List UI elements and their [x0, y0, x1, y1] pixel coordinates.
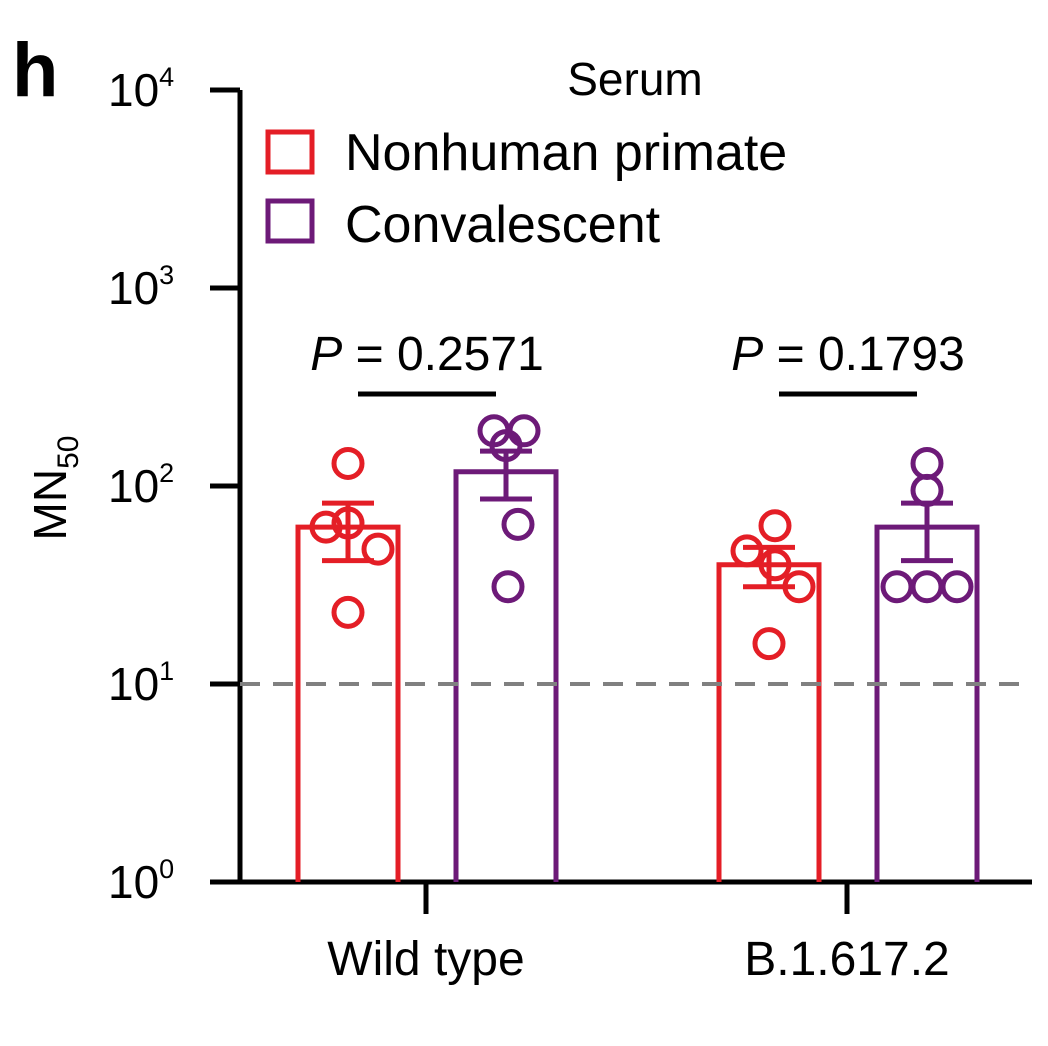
- point-s1-c1-4: [940, 570, 974, 604]
- y-tick-label-2: 102: [108, 458, 174, 512]
- point-s0-c1-4: [752, 627, 786, 661]
- point-s1-c1-0: [910, 446, 944, 480]
- point-s0-c0-2: [309, 510, 343, 544]
- y-tick-label-0: 100: [108, 854, 174, 908]
- y-tick-exponent-3: 3: [159, 260, 174, 290]
- data-points: [309, 414, 974, 661]
- point-s0-c1-0: [758, 509, 792, 543]
- legend: Serum Nonhuman primate Convalescent: [265, 53, 787, 254]
- point-s1-c1-2: [880, 570, 914, 604]
- y-tick-label-4: 104: [108, 62, 174, 116]
- y-label-sub: 50: [52, 436, 85, 469]
- legend-label-nhp: Nonhuman primate: [345, 124, 787, 182]
- point-s0-c1-2: [758, 548, 792, 582]
- legend-swatch-nhp: [265, 129, 315, 175]
- y-tick-label-3: 103: [108, 260, 174, 314]
- bar-s0-c0: [295, 524, 401, 882]
- bar-s0-c1: [716, 562, 822, 882]
- point-s0-c0-0: [331, 446, 365, 480]
- point-s0-c0-4: [331, 595, 365, 629]
- point-s0-c0-1: [331, 506, 365, 540]
- comparison-p-text-0: = 0.2571: [342, 328, 544, 381]
- point-s1-c0-3: [501, 507, 535, 541]
- y-label-main: MN: [24, 469, 76, 541]
- comparisons: P = 0.2571 P = 0.1793: [310, 328, 965, 397]
- point-s1-c1-1: [910, 473, 944, 507]
- bars: [295, 469, 980, 882]
- y-axis-label: MN50: [24, 436, 85, 541]
- point-s1-c0-2: [489, 429, 523, 463]
- legend-label-conv: Convalescent: [345, 196, 661, 254]
- comparison-p-symbol-1: P: [731, 328, 763, 381]
- point-s0-c0-3: [361, 532, 395, 566]
- point-s0-c1-3: [782, 570, 816, 604]
- comparison-p-symbol-0: P: [310, 328, 342, 381]
- x-axis: Wild type B.1.617.2: [237, 879, 1032, 986]
- legend-title: Serum: [567, 53, 702, 105]
- y-tick-exponent-1: 1: [159, 656, 174, 686]
- error-bars: [322, 448, 953, 590]
- point-s1-c0-4: [491, 570, 525, 604]
- panel-label: h: [12, 28, 58, 113]
- comparison-p-text-1: = 0.1793: [763, 328, 965, 381]
- bar-s1-c1: [874, 524, 980, 882]
- point-s0-c1-1: [730, 534, 764, 568]
- x-tick-label-0: Wild type: [327, 933, 524, 986]
- y-tick-label-1: 101: [108, 656, 174, 710]
- y-tick-exponent-4: 4: [159, 62, 174, 92]
- legend-swatch-conv: [265, 198, 315, 244]
- y-tick-exponent-0: 0: [159, 854, 174, 884]
- comparison-pvalue-1: P = 0.1793: [731, 328, 965, 381]
- point-s1-c1-3: [910, 570, 944, 604]
- comparison-pvalue-0: P = 0.2571: [310, 328, 544, 381]
- x-tick-label-1: B.1.617.2: [744, 933, 950, 986]
- y-tick-exponent-2: 2: [159, 458, 174, 488]
- point-s1-c0-1: [507, 414, 541, 448]
